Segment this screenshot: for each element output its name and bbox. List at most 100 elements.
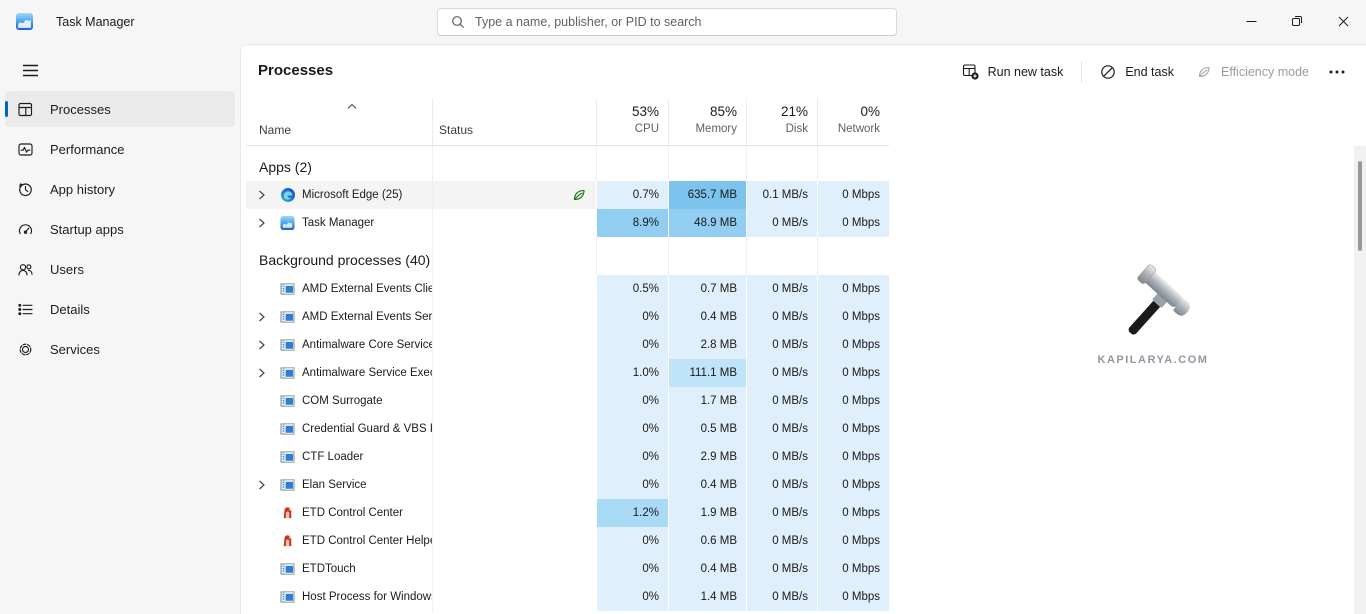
minimize-button[interactable] [1228,0,1274,42]
sidebar-item-users[interactable]: Users [5,251,235,287]
processes-icon [17,101,34,118]
column-header-network[interactable]: 0% Network [817,98,889,145]
sidebar-item-services[interactable]: Services [5,331,235,367]
more-options-button[interactable] [1320,63,1354,81]
section-header-row[interactable]: Apps (2) [246,146,889,181]
more-icon [1329,70,1345,74]
search-icon [451,15,465,29]
app-history-icon [17,181,34,198]
process-disk-value: 0 MB/s [746,443,817,471]
restore-button[interactable] [1274,0,1320,42]
watermark-text: KAPILARYA.COM [1097,354,1209,366]
taskmgr-app-icon [280,215,295,231]
titlebar: Task Manager [0,0,1366,44]
column-header-disk[interactable]: 21% Disk [746,98,817,145]
expand-chevron[interactable] [258,312,266,323]
section-header-row[interactable]: Background processes (40) [246,245,889,275]
memory-header-label: Memory [695,123,737,135]
search-box[interactable] [437,8,897,36]
hammer-icon [1103,263,1203,353]
process-status-cell [432,415,596,443]
process-row[interactable]: Host Process for Windows Tasks0%1.4 MB0 … [246,583,889,611]
sidebar-nav: Processes Performance App history Startup a… [5,91,235,367]
table-gap-row [246,237,889,245]
process-name: Antimalware Core Service [302,339,432,351]
sidebar-item-details[interactable]: Details [5,291,235,327]
process-row[interactable]: ETDTouch 0% 0.4 MB 0 MB/s 0 Mbps [246,555,889,583]
process-row[interactable]: ETD Control Center Helper 0% 0.6 MB 0 MB/s 0… [246,527,889,555]
sidebar-item-label: Users [50,261,84,277]
sidebar: Processes Performance App history Startup a… [0,44,240,614]
process-name-cell: Credential Guard & VBS Key Is... [246,415,432,443]
sidebar-item-app-history[interactable]: App history [5,171,235,207]
process-name-cell: Microsoft Edge (25) [246,181,432,209]
process-network-value: 0 Mbps [817,209,889,237]
cpu-header-label: CPU [634,123,659,135]
process-cpu-value: 0% [596,303,668,331]
vertical-scrollbar[interactable] [1354,146,1366,614]
efficiency-leaf-icon [1196,64,1212,80]
run-new-task-button[interactable]: Run new task [951,56,1075,87]
process-cpu-value: 0% [596,471,668,499]
sidebar-item-processes[interactable]: Processes [5,91,235,127]
sidebar-item-startup-apps[interactable]: Startup apps [5,211,235,247]
expand-chevron[interactable] [258,480,266,491]
app-window-icon [280,562,295,577]
process-table-body: Apps (2) Microsoft Edge (25) 0.7% 635.7 MB 0… [246,146,889,611]
process-status-cell [432,527,596,555]
process-memory-value: 1.4 MB [668,583,746,611]
process-name: Host Process for Windows Tasks [302,591,432,603]
process-cpu-value: 1.2% [596,499,668,527]
column-header-cpu[interactable]: 53% CPU [596,98,668,145]
sidebar-item-label: Details [50,301,90,317]
process-status-cell [432,209,596,237]
process-cpu-value: 1.0% [596,359,668,387]
expand-chevron[interactable] [258,190,266,201]
process-row[interactable]: COM Surrogate 0% 1.7 MB 0 MB/s 0 Mbps [246,387,889,415]
end-task-button[interactable]: End task [1089,57,1185,87]
process-row[interactable]: Elan Service 0% 0.4 MB 0 MB/s 0 Mbps [246,471,889,499]
process-row[interactable]: Microsoft Edge (25) 0.7% 635.7 MB 0.1 MB/s 0… [246,181,889,209]
process-name: CTF Loader [302,451,364,463]
close-button[interactable] [1320,0,1366,42]
efficiency-mode-button[interactable]: Efficiency mode [1185,57,1320,87]
process-name: AMD External Events Service ... [302,311,432,323]
expand-chevron[interactable] [258,218,266,229]
process-name: ETDTouch [302,563,356,575]
process-network-value: 0 Mbps [817,331,889,359]
process-name-cell: ETD Control Center [246,499,432,527]
expand-chevron[interactable] [258,368,266,379]
sidebar-item-performance[interactable]: Performance [5,131,235,167]
process-cpu-value: 0.7% [596,181,668,209]
process-network-value: 0 Mbps [817,527,889,555]
navigation-menu-button[interactable] [13,55,47,85]
process-row[interactable]: CTF Loader 0% 2.9 MB 0 MB/s 0 Mbps [246,443,889,471]
column-header-status[interactable]: Status [432,98,596,145]
performance-icon [17,141,34,158]
process-memory-value: 2.8 MB [668,331,746,359]
process-status-cell [432,443,596,471]
column-header-name[interactable]: Name [246,98,432,145]
process-row[interactable]: ETD Control Center 1.2% 1.9 MB 0 MB/s 0 Mbps [246,499,889,527]
end-task-label: End task [1125,64,1174,79]
process-row[interactable]: AMD External Events Service ...0%0.4 MB0… [246,303,889,331]
process-network-value: 0 Mbps [817,471,889,499]
process-name-cell: Elan Service [246,471,432,499]
scrollbar-thumb[interactable] [1358,161,1362,251]
process-row[interactable]: Antimalware Core Service 0% 2.8 MB 0 MB/s 0 … [246,331,889,359]
process-row[interactable]: AMD External Events Client M... 0.5%0.7 M… [246,275,889,303]
process-row[interactable]: Antimalware Service Executable 1.0%111.1 … [246,359,889,387]
process-cpu-value: 0% [596,583,668,611]
column-header-memory[interactable]: 85% Memory [668,98,746,145]
process-name-cell: AMD External Events Service ... [246,303,432,331]
sidebar-item-label: Processes [50,101,111,117]
process-network-value: 0 Mbps [817,181,889,209]
process-row[interactable]: Task Manager 8.9% 48.9 MB 0 MB/s 0 Mbps [246,209,889,237]
window-controls [1228,0,1366,42]
process-memory-value: 111.1 MB [668,359,746,387]
process-name: Antimalware Service Executable [302,367,432,379]
process-row[interactable]: Credential Guard & VBS Key Is... 0%0.5 MB… [246,415,889,443]
expand-chevron[interactable] [258,340,266,351]
search-input[interactable] [475,9,896,35]
details-icon [17,301,34,318]
